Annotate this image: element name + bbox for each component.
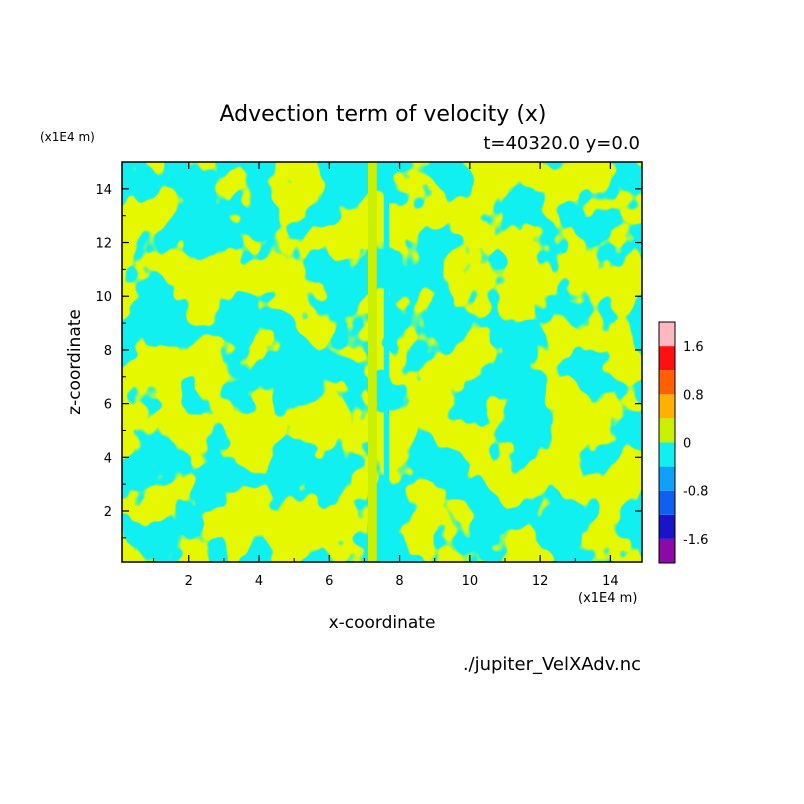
colorbar-swatch xyxy=(659,442,675,467)
colorbar-tick-label: -1.6 xyxy=(683,533,708,548)
x-tick-label: 8 xyxy=(395,574,403,589)
colorbar-swatch xyxy=(659,418,675,443)
colorbar-swatch xyxy=(659,346,675,371)
center-band xyxy=(383,162,390,562)
center-band xyxy=(367,162,377,562)
y-tick-label: 8 xyxy=(104,344,112,359)
y-tick-label: 6 xyxy=(104,398,112,413)
y-tick-label: 4 xyxy=(104,451,112,466)
positive-regions xyxy=(122,162,642,562)
y-tick-label: 12 xyxy=(95,237,112,252)
x-unit-label: (x1E4 m) xyxy=(578,591,637,606)
y-axis-ticks: 2 4 6 8 10 12 14 xyxy=(95,183,642,539)
chart-subtitle: t=40320.0 y=0.0 xyxy=(483,133,640,154)
colorbar-swatch xyxy=(659,490,675,515)
x-tick-label: 4 xyxy=(255,574,263,589)
x-tick-label: 2 xyxy=(185,574,193,589)
y-tick-label: 2 xyxy=(104,505,112,520)
colorbar-tick-label: -0.8 xyxy=(683,485,708,500)
colorbar-tick-label: 0.8 xyxy=(683,388,704,403)
x-tick-label: 14 xyxy=(602,574,619,589)
colorbar-swatch xyxy=(659,322,675,347)
y-tick-label: 14 xyxy=(95,183,112,198)
x-tick-label: 10 xyxy=(462,574,479,589)
colorbar-swatch xyxy=(659,370,675,395)
colorbar-swatch xyxy=(659,514,675,539)
colorbar-tick-label: 0 xyxy=(683,437,691,452)
y-tick-label: 10 xyxy=(95,290,112,305)
colorbar-swatch xyxy=(659,466,675,491)
x-tick-label: 6 xyxy=(325,574,333,589)
x-tick-label: 12 xyxy=(532,574,549,589)
plot-area xyxy=(122,162,642,562)
colorbar-swatch xyxy=(659,394,675,419)
colorbar-frame xyxy=(658,321,676,564)
y-unit-label: (x1E4 m) xyxy=(40,130,95,144)
colorbar-swatch xyxy=(659,538,675,563)
chart-title: Advection term of velocity (x) xyxy=(219,102,546,127)
source-filename: ./jupiter_VelXAdv.nc xyxy=(463,654,641,675)
colorbar: -1.6 -0.8 0 0.8 1.6 xyxy=(658,321,708,564)
plot-frame xyxy=(121,161,643,563)
y-axis-label: z-coordinate xyxy=(65,309,85,415)
positive-bands xyxy=(367,162,390,562)
x-axis-ticks: 2 4 6 8 10 12 14 xyxy=(153,162,619,589)
colorbar-tick-label: 1.6 xyxy=(683,340,704,355)
x-axis-label: x-coordinate xyxy=(329,613,436,633)
